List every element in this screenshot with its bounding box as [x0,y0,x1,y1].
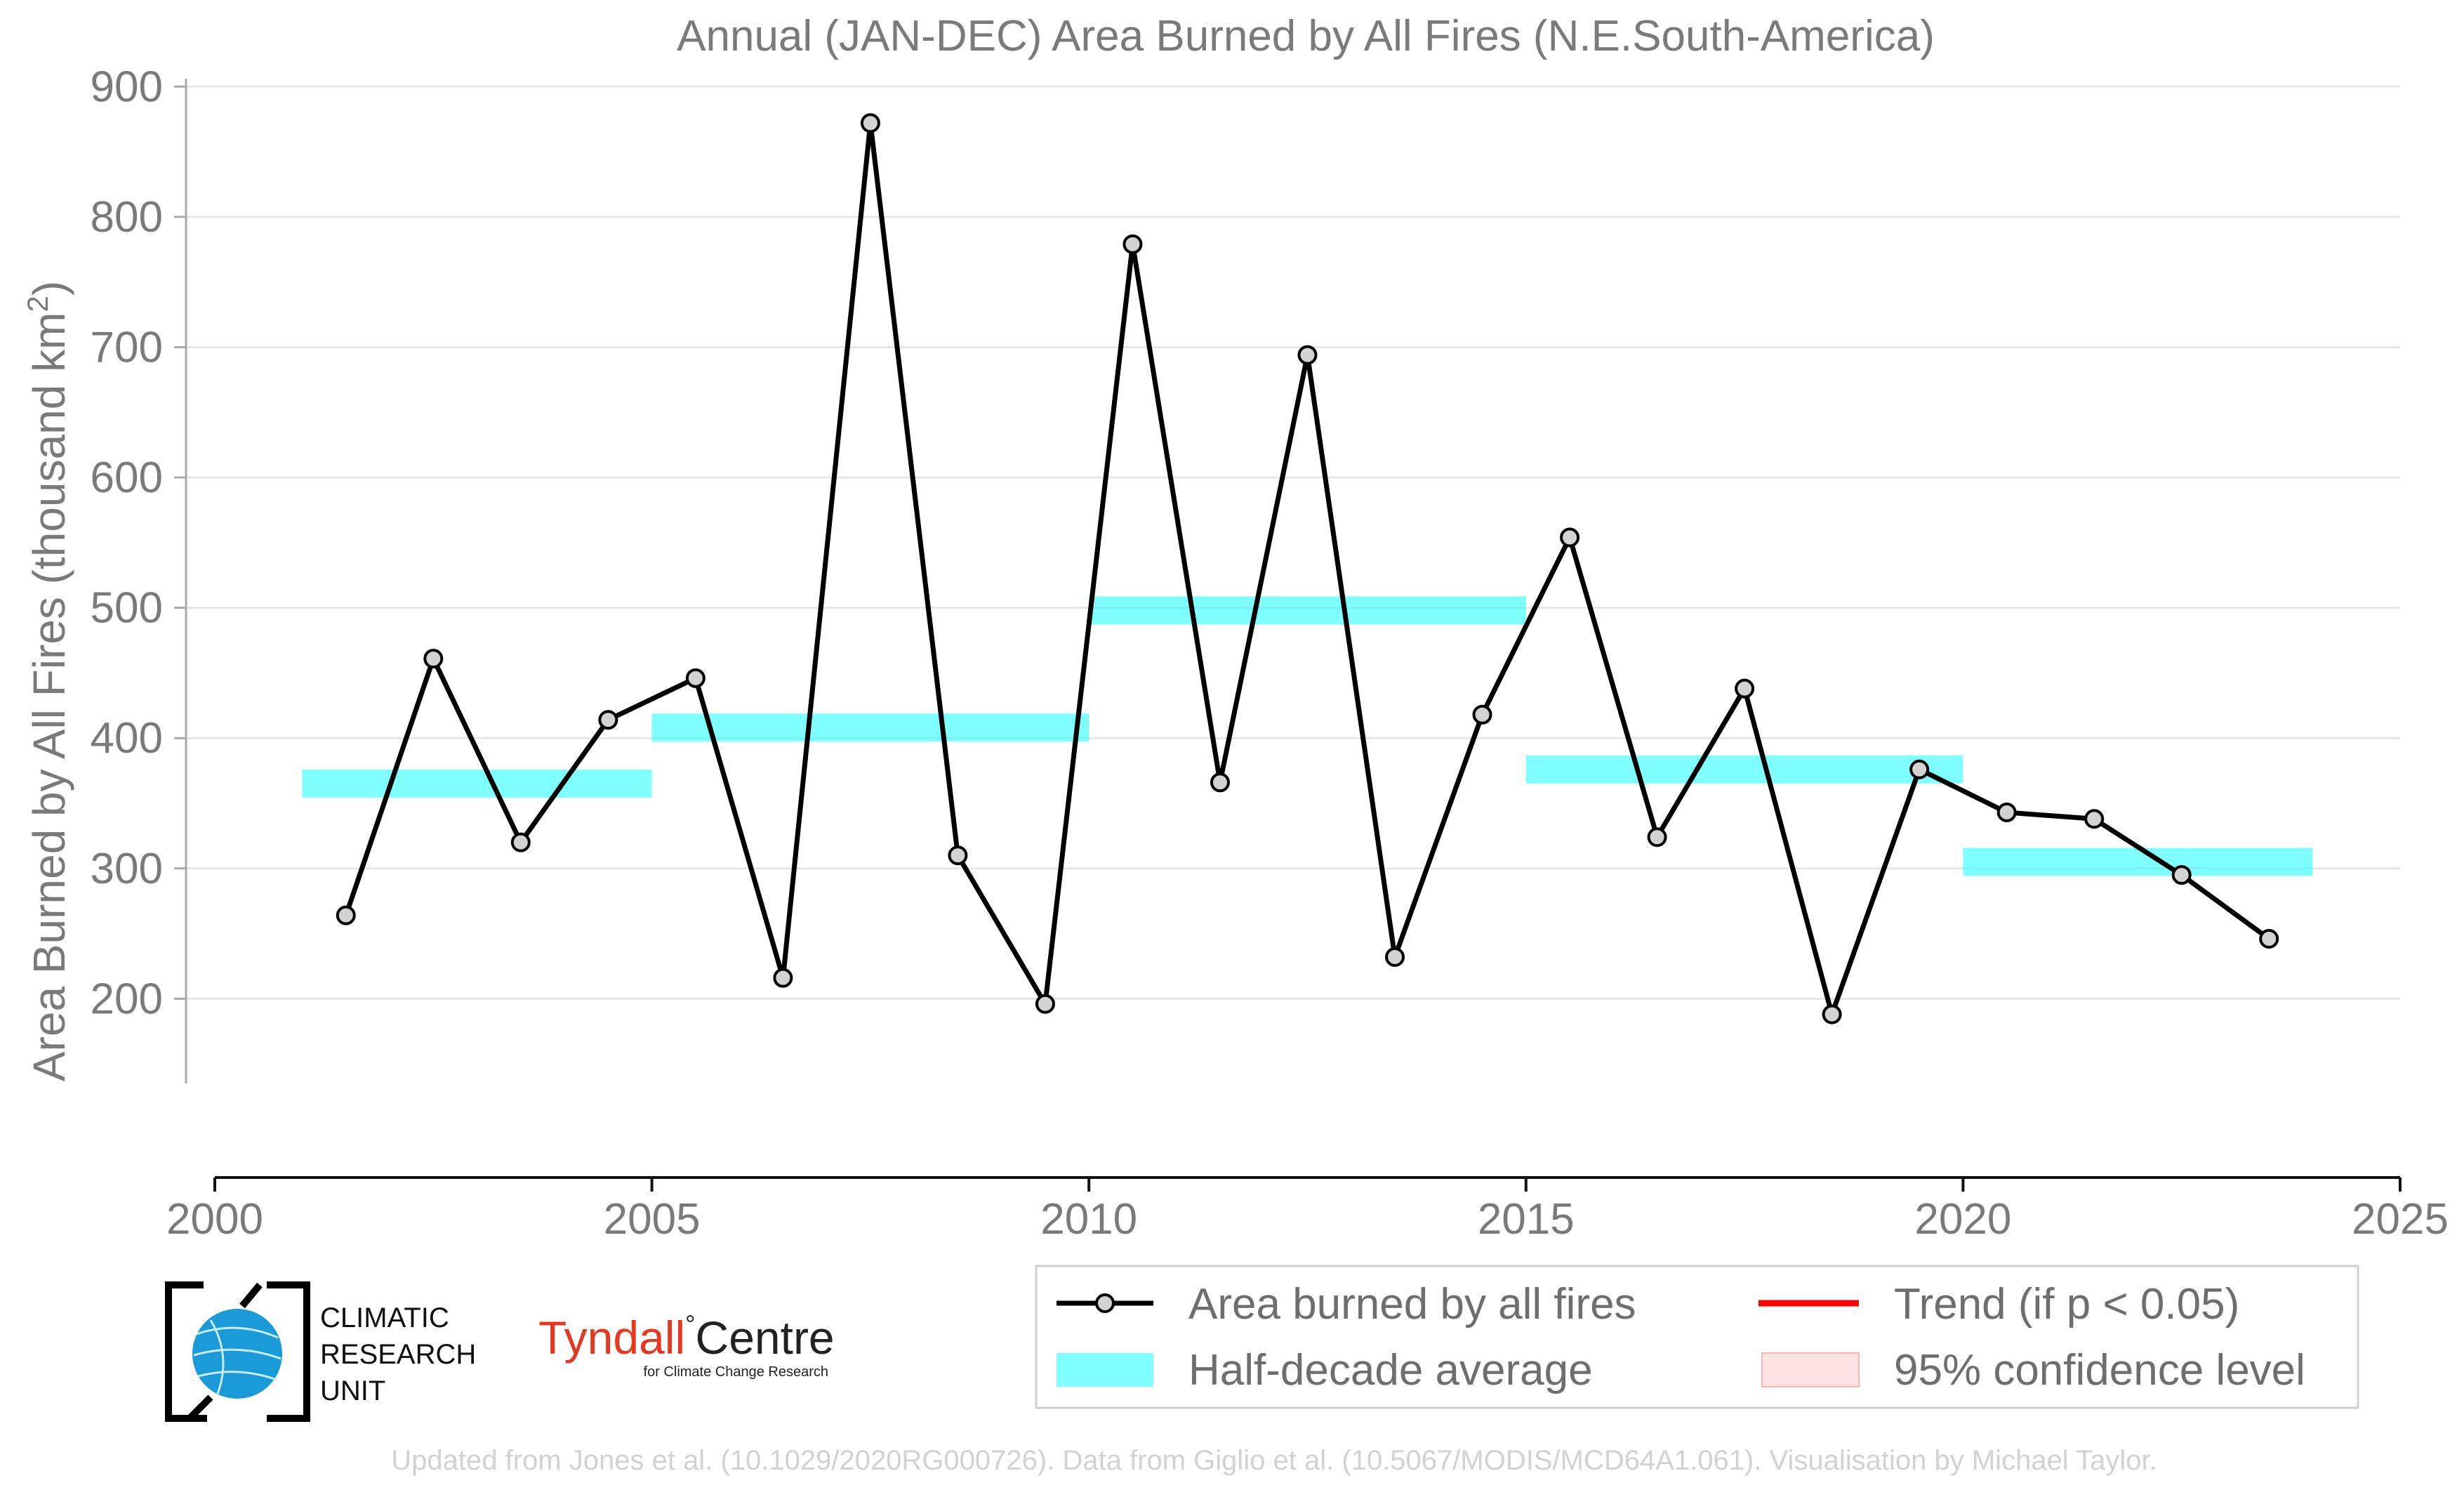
y-axis-label-tail: ) [24,281,74,296]
half-decade-band-4 [1963,848,2313,876]
x-tick-label-2025: 2025 [2352,1195,2449,1244]
legend-box [1035,1265,2359,1409]
x-tick-label-2020: 2020 [1914,1195,2011,1244]
x-axis-ticks: 2000 2005 2010 2015 2020 2025 [166,1178,2449,1244]
chart-title: Annual (JAN-DEC) Area Burned by All Fire… [677,12,1935,60]
tyndall-centre: Centre [696,1312,835,1364]
legend-swatch-confidence [1761,1352,1860,1387]
data-point-15 [1647,827,1667,848]
data-point-8 [1035,994,1055,1014]
y-tick-label-600: 600 [91,454,163,502]
cru-logo-line-3: UNIT [320,1376,385,1406]
y-tick-label-500: 500 [91,584,163,633]
data-point-19 [1996,802,2017,822]
data-point-5 [773,968,793,988]
y-axis-label-main: Area Burned by All Fires (thousand km [24,312,74,1082]
y-tick-label-900: 900 [91,62,163,111]
data-point-1 [423,648,444,668]
half-decade-band-3 [1525,755,1963,784]
data-point-22 [2259,929,2279,949]
cru-logo: CLIMATIC RESEARCH UNIT [165,1281,476,1422]
data-point-3 [598,710,618,730]
cru-logo-line-1: CLIMATIC [320,1303,449,1333]
data-point-7 [948,845,968,866]
cru-logo-line-2: RESEARCH [320,1339,476,1370]
y-tick-label-400: 400 [91,714,163,763]
data-point-18 [1909,759,1930,779]
legend-label-area-burned: Area burned by all fires [1188,1280,1636,1328]
data-point-12 [1385,947,1405,967]
legend: Area burned by all fires Trend (if p < 0… [1035,1265,2359,1409]
data-point-13 [1472,704,1492,725]
x-tick-label-2010: 2010 [1040,1195,1137,1244]
y-tick-label-200: 200 [91,975,163,1023]
cru-logo-frame [165,1281,310,1422]
x-tick-label-2000: 2000 [166,1195,263,1244]
y-axis-label: Area Burned by All Fires (thousand km2) [21,281,74,1081]
data-point-17 [1822,1004,1842,1024]
y-tick-label-800: 800 [91,193,163,242]
tyndall-degree: ° [685,1310,695,1338]
data-point-2 [510,832,531,852]
half-decade-band-0 [302,770,652,798]
data-point-21 [2171,865,2192,885]
tyndall-subtitle: for Climate Change Research [644,1364,828,1380]
data-point-10 [1210,772,1230,793]
tyndall-name: Tyndall [538,1312,685,1364]
data-point-9 [1122,234,1143,254]
footer-credits: Updated from Jones et al. (10.1029/2020R… [391,1445,2157,1476]
half-decade-band-2 [1089,596,1526,625]
legend-swatch-half-decade [1057,1353,1153,1387]
y-tick-label-700: 700 [91,323,163,371]
data-point-6 [860,113,880,133]
y-tick-label-300: 300 [91,845,163,893]
legend-label-confidence: 95% confidence level [1894,1346,2305,1394]
data-point-20 [2084,809,2105,829]
series-area-burned [336,113,2279,1024]
y-axis-ticks: 200 300 400 500 600 700 800 900 [91,62,186,1023]
data-point-0 [336,905,356,925]
y-axis-label-sup: 2 [21,296,54,312]
series-line-0 [343,120,2271,1017]
gridlines [186,85,2400,1000]
data-point-4 [685,668,706,688]
x-tick-label-2005: 2005 [604,1195,701,1244]
legend-label-trend: Trend (if p < 0.05) [1894,1280,2239,1328]
x-tick-label-2015: 2015 [1478,1195,1575,1244]
data-point-16 [1735,678,1755,699]
legend-label-half-decade: Half-decade average [1188,1346,1593,1394]
data-point-14 [1560,527,1580,548]
half-decade-averages [302,596,2313,876]
data-point-11 [1297,345,1318,365]
cru-globe-lines [193,1319,281,1394]
legend-swatch-area-burned-marker [1095,1293,1115,1313]
half-decade-band-1 [651,713,1089,742]
svg-text:Tyndall°Centre: Tyndall°Centre [538,1310,835,1364]
tyndall-logo: Tyndall°Centre for Climate Change Resear… [538,1310,835,1380]
